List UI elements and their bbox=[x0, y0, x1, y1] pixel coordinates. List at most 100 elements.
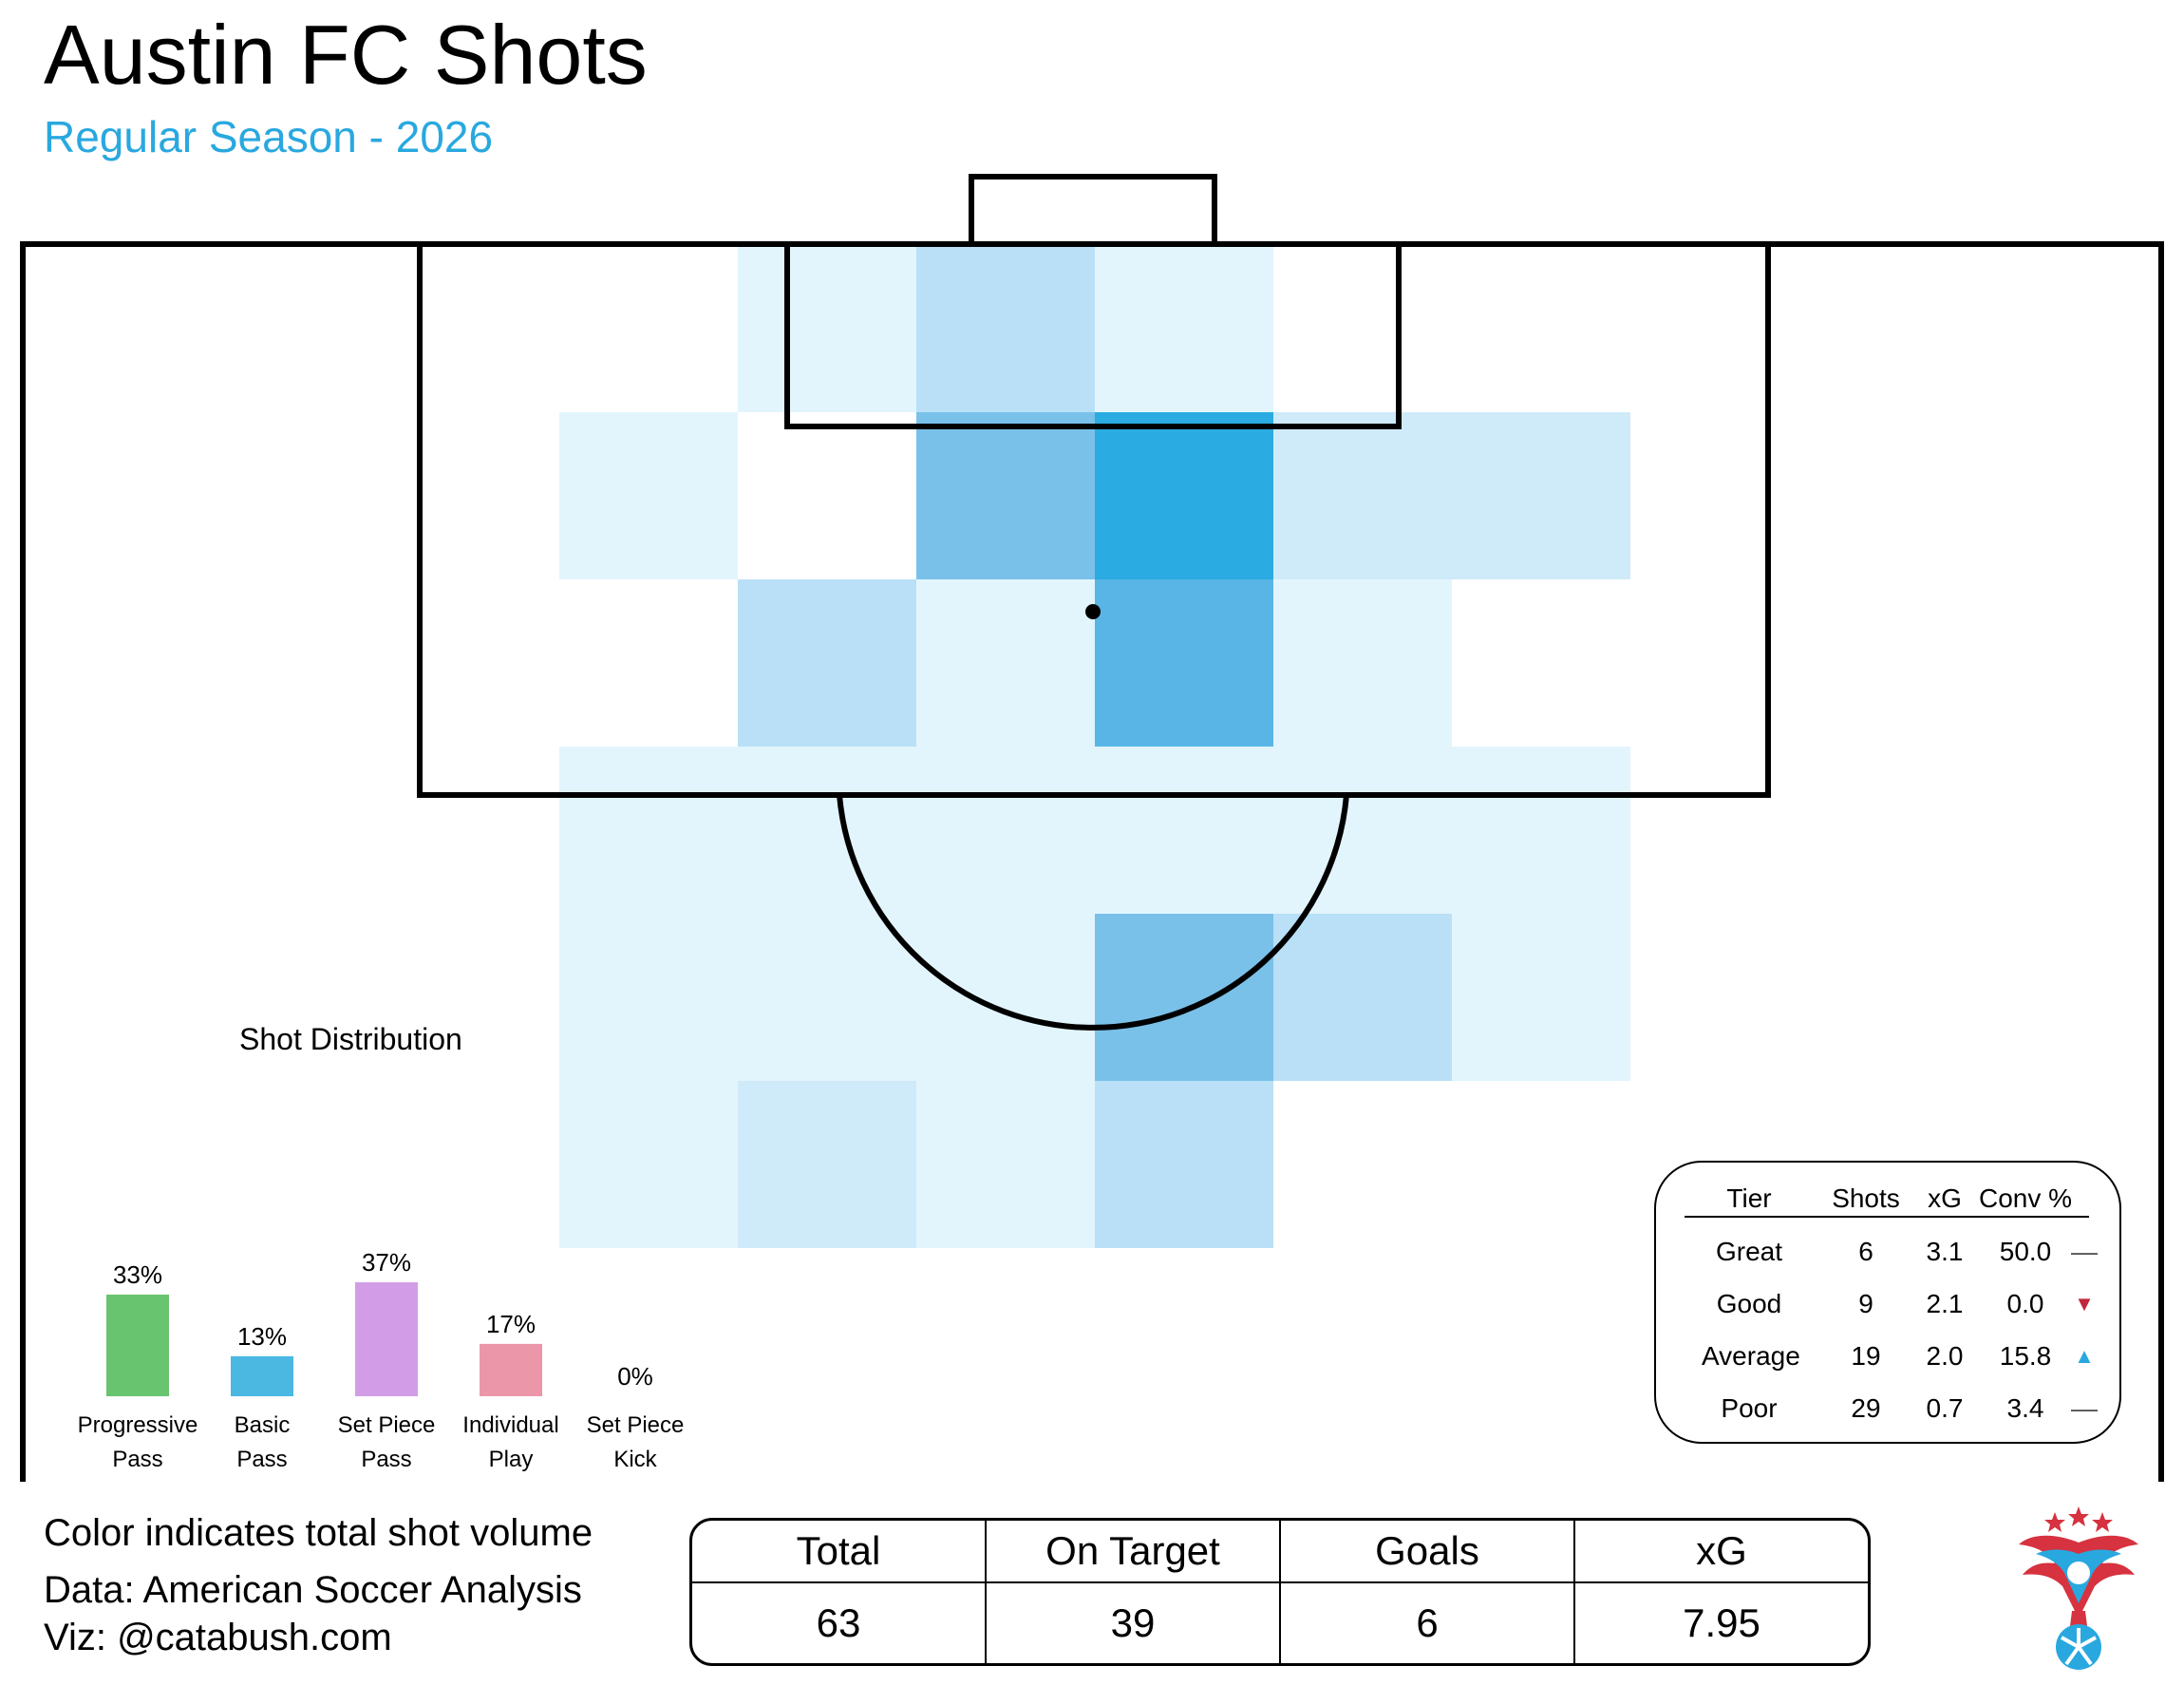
viz-credit: Viz: @catabush.com bbox=[44, 1617, 392, 1658]
heatmap-cell bbox=[916, 1081, 1095, 1248]
heatmap-cell bbox=[1095, 747, 1273, 914]
tier-row: Great 6 3.1 50.0 — bbox=[1656, 1233, 2119, 1271]
summary-value-row: 63 39 6 7.95 bbox=[692, 1583, 1868, 1663]
shot-distribution-title: Shot Distribution bbox=[239, 1022, 462, 1056]
heatmap-cell bbox=[916, 412, 1095, 579]
heatmap-cell bbox=[916, 747, 1095, 914]
distribution-category-label: Basic bbox=[235, 1412, 291, 1438]
heatmap-cell bbox=[559, 914, 738, 1081]
pitch-heatmap bbox=[20, 174, 2164, 1482]
distribution-bar bbox=[480, 1343, 542, 1396]
tier-header-tier: Tier bbox=[1726, 1183, 1772, 1213]
trend-down-icon: ▼ bbox=[2074, 1292, 2095, 1316]
tier-name: Great bbox=[1715, 1237, 1783, 1266]
distribution-category-label: Pass bbox=[112, 1447, 162, 1472]
heatmap-cell bbox=[916, 914, 1095, 1081]
heatmap-cell bbox=[738, 1081, 916, 1248]
color-note: Color indicates total shot volume bbox=[44, 1512, 593, 1554]
six-yard-box bbox=[784, 241, 1402, 429]
distribution-value-label: 0% bbox=[617, 1362, 653, 1391]
tier-xg: 0.7 bbox=[1926, 1393, 1964, 1423]
heatmap-cell bbox=[1273, 412, 1452, 579]
distribution-bar bbox=[231, 1355, 293, 1396]
heatmap-cell bbox=[559, 412, 738, 579]
pitch-markings bbox=[20, 174, 2164, 1482]
tier-header-divider bbox=[1685, 1216, 2089, 1218]
summary-header-row: Total On Target Goals xG bbox=[692, 1521, 1868, 1583]
summary-value-goals: 6 bbox=[1281, 1583, 1575, 1663]
heatmap-cell bbox=[916, 579, 1095, 747]
summary-value-xg: 7.95 bbox=[1683, 1600, 1760, 1645]
heatmap-cells bbox=[559, 244, 1630, 1248]
summary-value-on-target: 39 bbox=[987, 1583, 1281, 1663]
summary-value-total: 63 bbox=[692, 1583, 987, 1663]
distribution-category-label: Set Piece bbox=[338, 1412, 436, 1438]
trend-flat-icon: — bbox=[2071, 1237, 2098, 1266]
tier-row: Average 19 2.0 15.8 ▲ bbox=[1656, 1337, 2119, 1375]
tier-conv: 3.4 bbox=[2006, 1393, 2044, 1423]
distribution-category-label: Pass bbox=[236, 1447, 287, 1472]
tier-shots: 29 bbox=[1851, 1393, 1881, 1423]
tier-table: Tier Shots xG Conv % Great 6 3.1 50.0 — Good 9… bbox=[1654, 1161, 2121, 1444]
tier-name: Poor bbox=[1721, 1393, 1778, 1423]
data-source: Data: American Soccer Analysis bbox=[44, 1569, 582, 1611]
heatmap-cell bbox=[1095, 579, 1273, 747]
heatmap-cell bbox=[738, 747, 916, 914]
tier-shots: 9 bbox=[1858, 1289, 1873, 1318]
penalty-arc bbox=[837, 794, 1349, 1031]
distribution-value-label: 33% bbox=[113, 1260, 162, 1289]
trend-flat-icon: — bbox=[2071, 1393, 2098, 1423]
tier-conv: 50.0 bbox=[1999, 1237, 2052, 1266]
heatmap-cell bbox=[1452, 747, 1630, 914]
distribution-category-label: Individual bbox=[462, 1412, 558, 1438]
tier-name: Good bbox=[1716, 1289, 1782, 1318]
eagle-soccer-ball-icon bbox=[2019, 1506, 2138, 1670]
tier-shots: 6 bbox=[1858, 1237, 1873, 1266]
shot-distribution-chart: 33% Progressive Pass 13% Basic Pass 37% Set Pie… bbox=[78, 1248, 685, 1472]
tier-row: Good 9 2.1 0.0 ▼ bbox=[1656, 1285, 2119, 1323]
tier-header-shots: Shots bbox=[1832, 1183, 1900, 1213]
distribution-value-label: 17% bbox=[486, 1310, 536, 1338]
tier-shots: 19 bbox=[1851, 1341, 1881, 1371]
summary-header-on-target: On Target bbox=[987, 1521, 1281, 1581]
summary-header-goals: Goals bbox=[1281, 1521, 1575, 1581]
heatmap-cell bbox=[1273, 579, 1452, 747]
heatmap-cell bbox=[916, 244, 1095, 412]
heatmap-cell bbox=[1273, 747, 1452, 914]
heatmap-cell bbox=[738, 579, 916, 747]
heatmap-cell bbox=[1095, 412, 1273, 579]
heatmap-cell bbox=[1095, 244, 1273, 412]
distribution-bar bbox=[355, 1282, 418, 1396]
distribution-category-label: Pass bbox=[361, 1447, 411, 1472]
distribution-category-label: Progressive bbox=[78, 1412, 198, 1438]
tier-header-xg: xG bbox=[1928, 1183, 1962, 1213]
heatmap-cell bbox=[559, 747, 738, 914]
tier-xg: 2.0 bbox=[1926, 1341, 1964, 1371]
tier-xg: 2.1 bbox=[1926, 1289, 1964, 1318]
tier-conv: 0.0 bbox=[2006, 1289, 2044, 1318]
distribution-category-label: Kick bbox=[613, 1447, 657, 1472]
page-subtitle: Regular Season - 2026 bbox=[44, 112, 494, 161]
heatmap-cell bbox=[1273, 914, 1452, 1081]
page-title: Austin FC Shots bbox=[44, 8, 648, 102]
distribution-category-label: Set Piece bbox=[587, 1412, 685, 1438]
summary-table: Total On Target Goals xG 63 39 6 7.95 bbox=[689, 1518, 1871, 1666]
heatmap-cell bbox=[1095, 914, 1273, 1081]
penalty-spot bbox=[1085, 604, 1101, 619]
distribution-category-label: Play bbox=[489, 1447, 534, 1472]
heatmap-cell bbox=[1452, 914, 1630, 1081]
heatmap-cell bbox=[559, 1081, 738, 1248]
distribution-bar bbox=[106, 1294, 169, 1396]
tier-xg: 3.1 bbox=[1926, 1237, 1964, 1266]
goal bbox=[969, 174, 1217, 247]
heatmap-cell bbox=[1452, 412, 1630, 579]
summary-header-total: Total bbox=[692, 1521, 987, 1581]
heatmap-cell bbox=[1095, 1081, 1273, 1248]
tier-row: Poor 29 0.7 3.4 — bbox=[1656, 1390, 2119, 1428]
heatmap-cell bbox=[738, 244, 916, 412]
tier-conv: 15.8 bbox=[1999, 1341, 2052, 1371]
tier-name: Average bbox=[1702, 1341, 1800, 1371]
distribution-value-label: 13% bbox=[237, 1322, 287, 1351]
summary-header-xg: xG bbox=[1696, 1528, 1747, 1573]
heatmap-cell bbox=[738, 914, 916, 1081]
